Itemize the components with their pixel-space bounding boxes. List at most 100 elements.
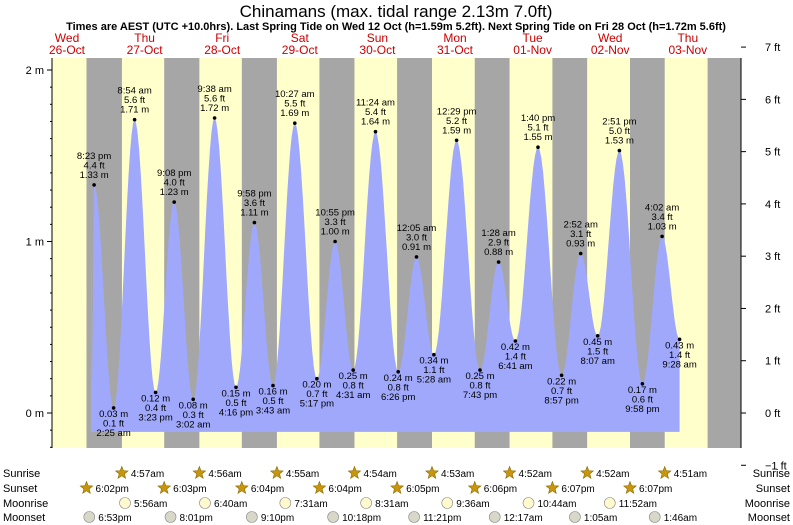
tide-label: 0.93 m (566, 239, 595, 250)
tide-label: 1.33 m (80, 170, 109, 181)
day-of-week-label: Wed (55, 31, 79, 45)
tide-label: 5.4 ft (365, 107, 386, 118)
astro-time-label: 4:52am (596, 469, 629, 480)
astro-row-label-right: Moonset (748, 512, 790, 524)
astro-time-label: 4:57am (131, 469, 164, 480)
tide-point (234, 385, 238, 390)
sunrise-icon (347, 465, 362, 479)
chart-title: Chinamans (max. tidal range 2.13m 7.0ft) (240, 2, 553, 21)
tide-label: 8:23 pm (77, 151, 111, 162)
tide-label: 0.1 ft (103, 418, 124, 429)
astro-row-label: Moonset (3, 512, 45, 524)
tide-point (536, 145, 540, 149)
tide-point (111, 406, 116, 410)
tide-label: 0.43 m (665, 340, 694, 351)
tide-point (373, 129, 378, 134)
tide-label: 1:40 pm (521, 113, 555, 124)
astro-time-label: 6:04pm (328, 484, 361, 495)
tide-label: 0.7 ft (306, 389, 327, 400)
tide-label: 4:31 am (336, 390, 370, 401)
tide-area (91, 118, 680, 432)
day-date-label: 26-Oct (49, 43, 86, 57)
tide-label: 1.4 ft (505, 352, 526, 363)
tide-point (578, 251, 583, 256)
moonset-icon (488, 511, 501, 523)
tide-label: 1.03 m (648, 221, 677, 232)
tide-point (92, 183, 96, 187)
moonrise-icon (360, 497, 372, 509)
tide-point (478, 368, 482, 372)
tide-label: 10:55 pm (315, 208, 355, 219)
tide-label: 4.4 ft (84, 160, 105, 171)
right-tick-label: 7 ft (765, 42, 780, 54)
tide-label: 0.4 ft (145, 403, 166, 414)
astro-time-label: 7:31am (294, 499, 327, 510)
tide-label: 0.25 m (465, 371, 494, 382)
tide-label: 1.69 m (280, 108, 309, 119)
tide-label: 1.4 ft (669, 350, 690, 361)
tide-label: 1.00 m (321, 227, 350, 238)
astro-time-label: 6:04pm (251, 484, 284, 495)
tide-label: 7:43 pm (463, 390, 497, 401)
tide-point (414, 255, 419, 259)
left-tick-label: 2 m (26, 65, 44, 77)
tide-point (396, 370, 401, 374)
tide-label: 9:58 pm (625, 404, 659, 415)
tide-label: 0.42 m (501, 342, 530, 353)
sunset-icon (157, 480, 172, 494)
tide-label: 0.91 m (402, 242, 431, 253)
right-tick-label: 1 ft (765, 356, 780, 368)
tide-point (677, 337, 682, 342)
tide-label: 0.88 m (484, 247, 513, 258)
tide-label: 3.6 ft (244, 198, 265, 209)
moonset-icon (569, 511, 581, 523)
astro-time-label: 12:17am (504, 513, 543, 524)
tide-point (132, 117, 137, 122)
tide-label: 5.6 ft (124, 95, 145, 106)
astro-time-label: 4:54am (363, 469, 396, 480)
right-tick-label: −1 ft (765, 460, 787, 472)
tide-label: 0.15 m (221, 388, 250, 399)
tide-label: 0.24 m (384, 373, 413, 384)
day-of-week-label: Sat (291, 31, 310, 45)
tide-label: 0.8 ft (388, 382, 409, 393)
tide-label: 5.0 ft (609, 126, 630, 137)
tide-label: 3.3 ft (325, 217, 346, 228)
right-tick-label: 4 ft (765, 199, 780, 211)
tide-label: 0.45 m (583, 337, 612, 348)
tide-point (315, 376, 319, 381)
tide-point (172, 200, 176, 204)
astro-time-label: 6:03pm (173, 484, 206, 495)
tide-point (333, 239, 337, 244)
sunset-icon (623, 480, 637, 494)
astro-row-label-right: Sunrise (753, 468, 790, 480)
tide-label: 1:28 am (481, 228, 515, 239)
tide-label: 9:38 am (197, 84, 231, 95)
tide-label: 0.6 ft (632, 394, 653, 405)
tide-label: 3:02 am (176, 419, 210, 430)
tide-label: 9:08 pm (157, 168, 191, 179)
astro-time-label: 6:40am (214, 499, 247, 510)
astro-time-label: 8:31am (375, 499, 408, 510)
tide-point (432, 352, 436, 357)
tide-label: 0.34 m (419, 356, 448, 367)
astro-time-label: 11:21pm (423, 513, 461, 524)
axes: 0 m 1 m 2 m −1 ft 0 ft 1 ft 2 ft 3 ft 4 ft 5 ft 6 … (26, 42, 787, 472)
astro-time-label: 6:06pm (484, 484, 517, 495)
left-tick-label: 1 m (26, 237, 44, 249)
astro-time-label: 10:18pm (342, 513, 381, 524)
tide-label: 3:23 pm (138, 412, 172, 423)
tide-label: 0.8 ft (343, 381, 364, 392)
sunset-icon (390, 480, 405, 494)
sunrise-icon (502, 465, 517, 479)
right-tick-label: 5 ft (765, 147, 780, 159)
tide-label: 12:05 am (397, 223, 437, 234)
tide-label: 1.71 m (120, 105, 149, 116)
sunset-icon (234, 480, 249, 494)
astro-time-label: 1:05am (584, 513, 617, 524)
astro-time-label: 4:51am (674, 469, 707, 480)
tide-label: 3:43 am (256, 406, 290, 417)
sunrise-icon (269, 465, 284, 479)
astro-time-label: 4:53am (441, 469, 474, 480)
